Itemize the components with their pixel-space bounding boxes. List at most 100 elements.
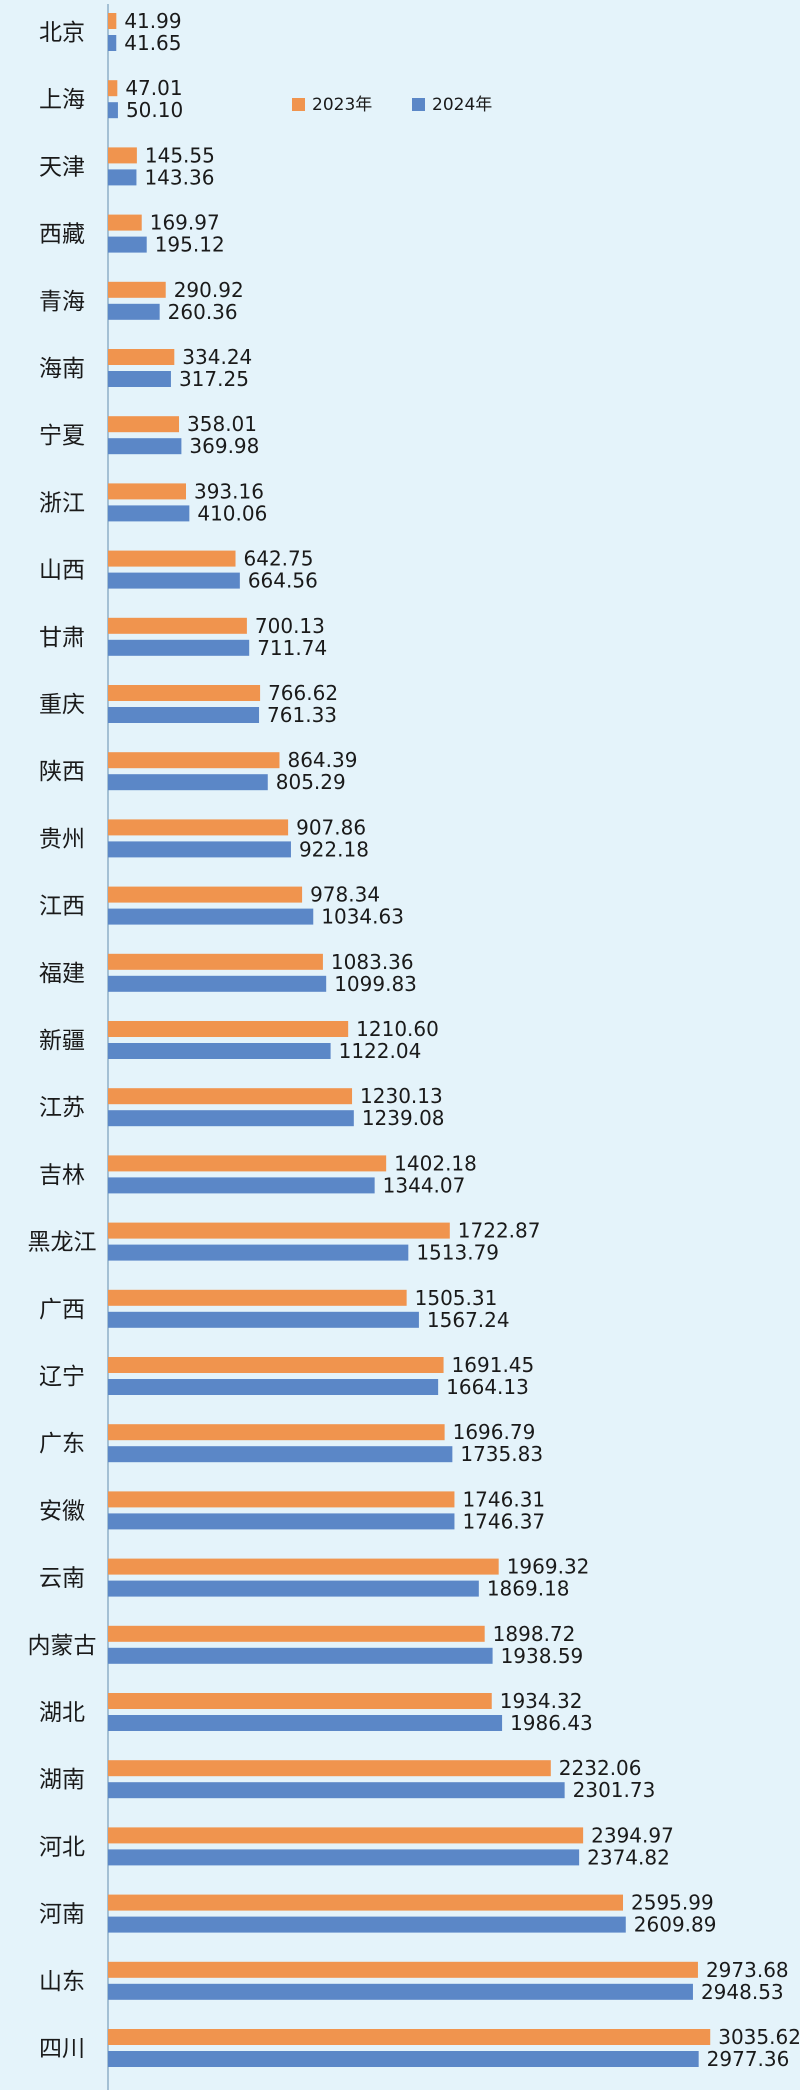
data-label: 1567.24: [427, 1308, 510, 1332]
legend: 2023年 2024年: [292, 95, 492, 115]
category-label: 内蒙古: [28, 1633, 97, 1659]
bar-2023: [108, 349, 175, 365]
bar-2023: [108, 1357, 444, 1373]
category-label: 西藏: [39, 222, 85, 248]
data-label: 1735.83: [460, 1442, 543, 1466]
data-label: 1034.63: [321, 905, 404, 929]
data-label: 3035.62: [718, 2025, 800, 2049]
data-label: 2609.89: [634, 1913, 717, 1937]
data-label: 1099.83: [334, 972, 417, 996]
data-label: 41.99: [124, 9, 181, 33]
category-label: 四川: [39, 2036, 85, 2062]
data-label: 1986.43: [510, 1711, 593, 1735]
bar-2024: [108, 1782, 565, 1799]
bar-2023: [108, 685, 261, 701]
bar-2024: [108, 2051, 699, 2067]
data-label: 1746.37: [462, 1509, 545, 1533]
data-label: 664.56: [248, 569, 318, 593]
legend-label: 2023年: [312, 95, 372, 115]
data-label: 410.06: [197, 501, 267, 525]
data-label: 2301.73: [573, 1778, 656, 1802]
data-label: 2374.82: [587, 1845, 670, 1869]
data-label: 1210.60: [356, 1017, 439, 1041]
bar-2023: [108, 1491, 455, 1508]
bar-2023: [108, 214, 142, 231]
bar-2023: [108, 1693, 492, 1709]
data-label: 1722.87: [458, 1219, 541, 1243]
bar-2023: [108, 1021, 349, 1037]
category-label: 广西: [39, 1297, 85, 1323]
bar-2024: [108, 572, 240, 589]
bar-2024: [108, 102, 118, 119]
category-label: 海南: [39, 356, 85, 382]
bar-2023: [108, 1289, 407, 1306]
data-label: 1664.13: [446, 1375, 529, 1399]
bar-2024: [108, 1580, 479, 1597]
bar-2023: [108, 886, 303, 903]
data-label: 2232.06: [559, 1756, 642, 1780]
bar-2024: [108, 371, 171, 387]
bar-2023: [108, 1424, 445, 1441]
category-label: 贵州: [39, 826, 85, 852]
data-label: 1938.59: [501, 1644, 584, 1668]
bar-2023: [108, 617, 247, 634]
category-label: 河北: [39, 1834, 85, 1860]
legend-swatch: [412, 98, 425, 111]
bar-2024: [108, 236, 147, 253]
category-label: 安徽: [39, 1498, 85, 1524]
bar-2023: [108, 819, 289, 836]
bar-2024: [108, 774, 268, 791]
data-label: 1122.04: [339, 1039, 422, 1063]
data-label: 260.36: [168, 300, 238, 324]
bar-2024: [108, 908, 314, 925]
bar-2023: [108, 147, 137, 164]
data-label: 2973.68: [706, 1958, 789, 1982]
bar-2024: [108, 1916, 626, 1933]
category-label: 新疆: [39, 1028, 85, 1054]
bar-2024: [108, 35, 117, 51]
bar-2024: [108, 1715, 503, 1731]
data-label: 1746.31: [462, 1487, 545, 1511]
data-label: 907.86: [296, 815, 366, 839]
bar-2024: [108, 1244, 409, 1261]
bar-2023: [108, 1155, 387, 1172]
data-label: 334.24: [182, 345, 252, 369]
data-label: 1898.72: [493, 1622, 576, 1646]
data-label: 290.92: [174, 278, 244, 302]
category-label: 辽宁: [39, 1364, 85, 1390]
bar-2023: [108, 1088, 353, 1105]
category-label: 湖南: [39, 1767, 85, 1793]
data-label: 1696.79: [453, 1420, 536, 1444]
data-label: 1344.07: [383, 1173, 466, 1197]
bar-2023: [108, 752, 280, 769]
category-label: 江苏: [39, 1095, 85, 1121]
bar-2023: [108, 2029, 711, 2045]
bar-2024: [108, 1110, 354, 1127]
bar-2023: [108, 1961, 698, 1978]
category-label: 浙江: [39, 490, 85, 516]
bar-2023: [108, 1625, 485, 1642]
data-label: 1083.36: [331, 950, 414, 974]
bar-2023: [108, 1827, 584, 1844]
data-label: 47.01: [125, 76, 182, 100]
bar-2023: [108, 1558, 499, 1575]
data-label: 700.13: [255, 614, 325, 638]
category-label: 天津: [39, 154, 85, 180]
data-label: 1691.45: [452, 1353, 535, 1377]
bar-layer: [108, 13, 711, 2067]
category-label: 甘肃: [39, 625, 85, 651]
legend-label: 2024年: [432, 95, 492, 115]
data-label: 195.12: [155, 233, 225, 257]
bar-2023: [108, 483, 186, 500]
data-label: 1239.08: [362, 1106, 445, 1130]
category-label: 福建: [39, 961, 85, 987]
bar-2023: [108, 550, 236, 567]
bar-2024: [108, 1177, 375, 1194]
category-label: 广东: [39, 1431, 85, 1457]
data-label: 358.01: [187, 412, 257, 436]
category-label: 黑龙江: [28, 1230, 97, 1256]
bar-2023: [108, 13, 117, 29]
bar-2024: [108, 1647, 493, 1664]
